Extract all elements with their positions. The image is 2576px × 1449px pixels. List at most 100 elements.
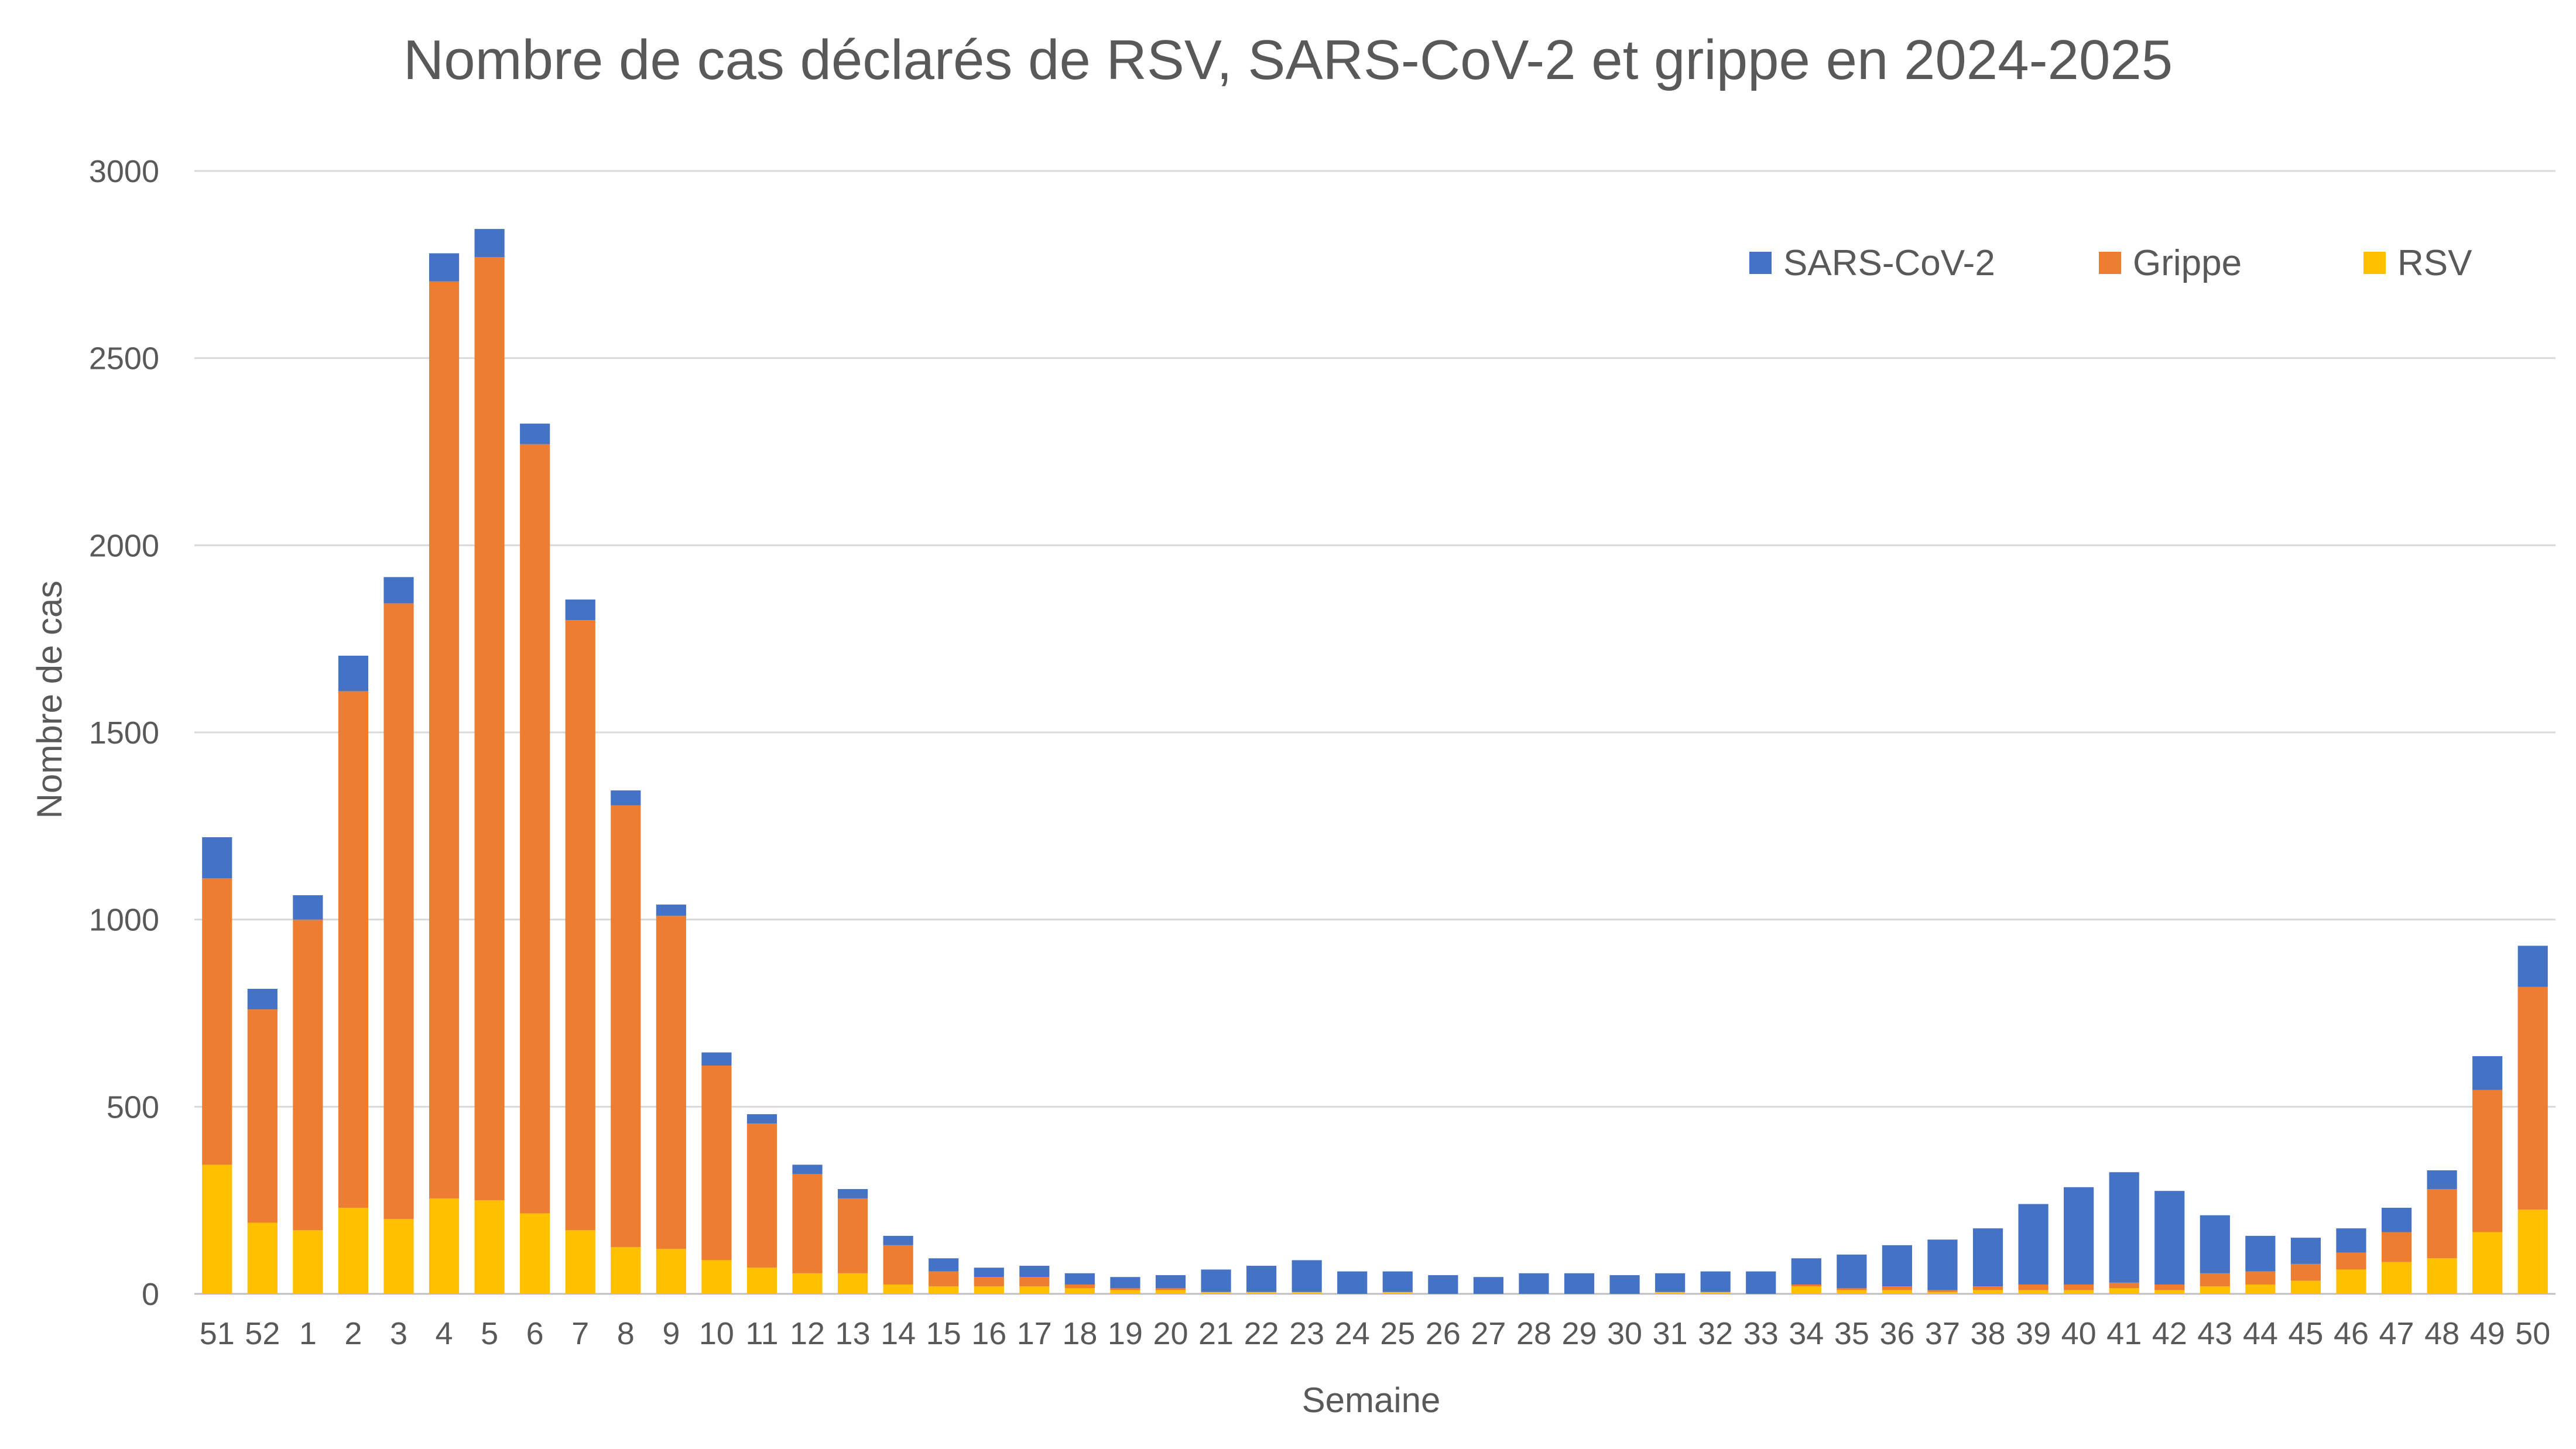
bar-segment-grippe-46 (2336, 1252, 2366, 1270)
x-tick-label: 41 (2106, 1316, 2142, 1351)
bar-segment-grippe-16 (974, 1277, 1004, 1287)
x-tick-label: 47 (2379, 1316, 2414, 1351)
bar-segment-grippe-13 (837, 1198, 868, 1273)
bar-segment-sars-cov-2-10 (701, 1052, 732, 1066)
x-tick-label: 39 (2016, 1316, 2051, 1351)
bar-segment-sars-cov-2-17 (1019, 1266, 1050, 1277)
bar-segment-rsv-50 (2517, 1210, 2548, 1294)
bar-segment-rsv-14 (883, 1284, 913, 1294)
bar-segment-sars-cov-2-46 (2336, 1228, 2366, 1253)
bar-segment-rsv-39 (2018, 1290, 2049, 1294)
bar-segment-rsv-44 (2245, 1284, 2276, 1294)
y-axis-ticks: 0 500 1000 1500 2000 2500 3000 (89, 154, 159, 1312)
y-tick-label: 500 (107, 1090, 159, 1125)
bar-segment-sars-cov-2-9 (656, 905, 686, 916)
bar-segment-grippe-10 (701, 1066, 732, 1260)
x-tick-label: 7 (571, 1316, 589, 1351)
bar-segment-rsv-12 (792, 1273, 823, 1294)
y-tick-label: 3000 (89, 154, 159, 189)
x-tick-label: 50 (2515, 1316, 2550, 1351)
x-tick-label: 16 (971, 1316, 1006, 1351)
bar-segment-rsv-16 (974, 1286, 1004, 1294)
bar-segment-sars-cov-2-37 (1927, 1239, 1958, 1290)
bar-segment-sars-cov-2-32 (1700, 1271, 1731, 1292)
bar-segment-rsv-22 (1246, 1292, 1277, 1294)
bar-segment-grippe-7 (565, 620, 595, 1231)
y-tick-label: 1500 (89, 715, 159, 751)
bar-segment-sars-cov-2-36 (1882, 1245, 1913, 1287)
x-tick-label: 36 (1879, 1316, 1914, 1351)
bar-segment-sars-cov-2-3 (383, 577, 414, 604)
legend: SARS-CoV-2 Grippe RSV (1749, 243, 2472, 283)
bar-segment-rsv-49 (2472, 1232, 2503, 1294)
legend-swatch-sars-cov-2 (1749, 252, 1772, 274)
bar-segment-rsv-47 (2381, 1262, 2412, 1294)
y-tick-label: 1000 (89, 903, 159, 938)
x-tick-label: 43 (2197, 1316, 2232, 1351)
bar-segment-rsv-20 (1155, 1290, 1186, 1294)
bar-segment-sars-cov-2-42 (2154, 1191, 2185, 1285)
bar-segment-sars-cov-2-26 (1428, 1275, 1458, 1294)
bar-segment-rsv-9 (656, 1249, 686, 1294)
bar-segment-sars-cov-2-22 (1246, 1266, 1277, 1292)
x-tick-label: 13 (835, 1316, 871, 1351)
x-tick-label: 17 (1017, 1316, 1052, 1351)
bar-segment-sars-cov-2-13 (837, 1188, 868, 1198)
bar-segment-rsv-48 (2427, 1258, 2457, 1294)
legend-label: Grippe (2133, 243, 2242, 283)
bars (202, 229, 2548, 1294)
bar-segment-sars-cov-2-50 (2517, 946, 2548, 987)
bar-segment-grippe-19 (1110, 1288, 1140, 1290)
bar-segment-sars-cov-2-12 (792, 1164, 823, 1174)
bar-segment-sars-cov-2-27 (1473, 1277, 1503, 1294)
x-tick-label: 20 (1153, 1316, 1188, 1351)
bar-segment-rsv-45 (2290, 1280, 2321, 1294)
bar-segment-sars-cov-2-34 (1791, 1258, 1821, 1285)
x-tick-label: 27 (1471, 1316, 1506, 1351)
legend-label: RSV (2397, 243, 2472, 283)
x-axis-title: Semaine (1302, 1381, 1441, 1420)
bar-segment-rsv-42 (2154, 1290, 2185, 1294)
bar-segment-grippe-39 (2018, 1284, 2049, 1290)
x-tick-label: 22 (1244, 1316, 1279, 1351)
x-tick-label: 40 (2061, 1316, 2097, 1351)
bar-segment-rsv-25 (1382, 1292, 1413, 1294)
x-tick-label: 24 (1335, 1316, 1370, 1351)
bar-segment-sars-cov-2-14 (883, 1235, 913, 1245)
x-tick-label: 37 (1925, 1316, 1960, 1351)
bar-segment-grippe-2 (338, 691, 369, 1208)
bar-segment-grippe-6 (520, 444, 550, 1214)
bar-segment-sars-cov-2-23 (1292, 1260, 1322, 1292)
bar-segment-rsv-23 (1292, 1292, 1322, 1294)
bar-segment-sars-cov-2-24 (1337, 1271, 1368, 1294)
x-tick-label: 48 (2424, 1316, 2459, 1351)
bar-segment-rsv-11 (746, 1268, 777, 1294)
x-tick-label: 52 (245, 1316, 280, 1351)
bar-segment-grippe-38 (1972, 1286, 2003, 1290)
bar-segment-sars-cov-2-28 (1519, 1273, 1549, 1294)
bar-segment-grippe-5 (474, 257, 505, 1201)
legend-swatch-grippe (2099, 252, 2121, 274)
bar-segment-rsv-13 (837, 1273, 868, 1294)
bar-segment-grippe-4 (429, 281, 460, 1198)
bar-segment-rsv-6 (520, 1213, 550, 1294)
bar-segment-grippe-17 (1019, 1277, 1050, 1287)
bar-segment-sars-cov-2-4 (429, 253, 460, 282)
bar-segment-grippe-37 (1927, 1290, 1958, 1292)
bar-segment-rsv-52 (247, 1222, 278, 1294)
bar-segment-sars-cov-2-40 (2064, 1187, 2094, 1285)
x-tick-label: 42 (2152, 1316, 2187, 1351)
bar-segment-rsv-35 (1837, 1290, 1867, 1294)
bar-segment-rsv-43 (2200, 1286, 2230, 1294)
x-tick-label: 49 (2470, 1316, 2505, 1351)
bar-segment-rsv-1 (293, 1230, 323, 1294)
bar-segment-rsv-34 (1791, 1286, 1821, 1294)
bar-segment-rsv-38 (1972, 1290, 2003, 1294)
x-tick-label: 33 (1743, 1316, 1779, 1351)
bar-segment-rsv-4 (429, 1198, 460, 1294)
bar-segment-sars-cov-2-20 (1155, 1275, 1186, 1289)
bar-segment-sars-cov-2-16 (974, 1268, 1004, 1277)
bar-segment-grippe-8 (611, 805, 641, 1248)
x-tick-label: 26 (1426, 1316, 1461, 1351)
chart-title: Nombre de cas déclarés de RSV, SARS-CoV-… (403, 29, 2173, 91)
